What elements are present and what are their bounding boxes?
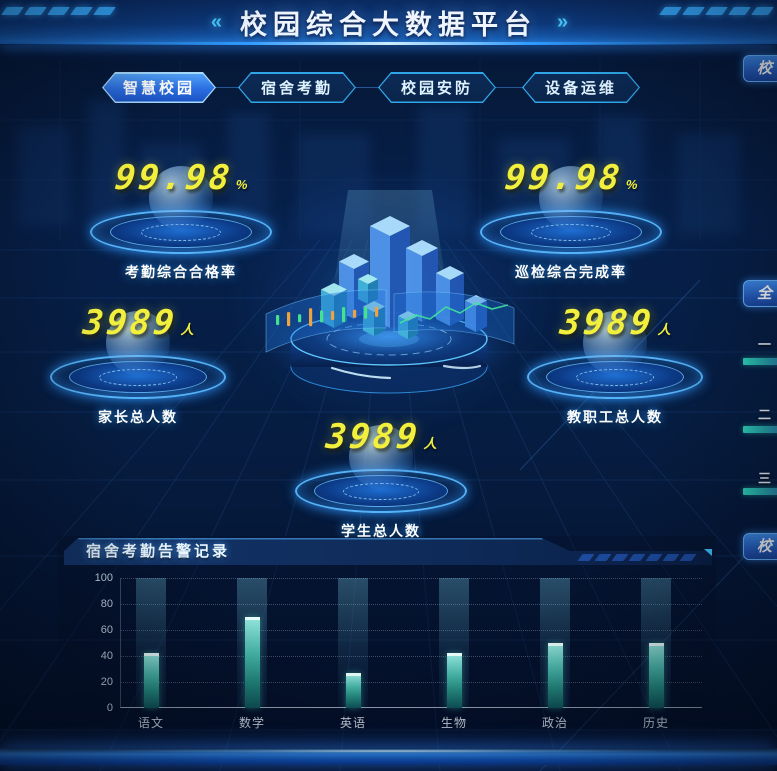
- stat-label: 巡检综合完成率: [515, 264, 627, 280]
- titlebar-slash-decor: [577, 554, 697, 561]
- stat-value: 3989: [323, 417, 422, 457]
- h-gridline: [121, 578, 702, 579]
- bar: [648, 643, 664, 708]
- tab-label: 宿舍考勤: [240, 74, 355, 102]
- x-axis-category-label: 历史: [642, 716, 669, 730]
- bar: [143, 653, 159, 708]
- titlebar-corner-triangle: [704, 549, 712, 556]
- h-gridline: [121, 682, 702, 683]
- right-panel-tab-top[interactable]: 校: [743, 55, 777, 82]
- h-gridline: [121, 656, 702, 657]
- x-axis-category-label: 数学: [238, 716, 265, 730]
- tab-label: 设备运维: [524, 74, 639, 102]
- stat-value: 99.98: [502, 158, 624, 198]
- x-axis-category-label: 语文: [137, 716, 164, 730]
- glow-platform: [286, 425, 476, 521]
- y-axis-tick-label: 0: [106, 702, 113, 714]
- page-title: 校园综合大数据平台: [240, 9, 537, 40]
- h-gridline: [121, 630, 702, 631]
- side-tab-label: 校: [757, 60, 775, 77]
- header-left-chevrons: «: [210, 10, 222, 33]
- glow-platform: [518, 311, 712, 407]
- tab-label: 智慧校园: [104, 74, 215, 102]
- y-axis-tick-label: 60: [100, 624, 113, 636]
- tab-campus-security[interactable]: 校园安防: [378, 72, 496, 103]
- x-axis-category-label: 生物: [440, 716, 467, 730]
- alarm-panel-title: 宿舍考勤告警记录: [86, 543, 231, 560]
- stat-unit: 人: [657, 322, 671, 337]
- bar: [345, 673, 361, 708]
- side-tab-label: 校: [757, 538, 775, 555]
- y-axis-tick-label: 100: [94, 572, 113, 584]
- stat-parents-total: 3989 人 家长总人数: [41, 303, 235, 427]
- tab-smart-campus[interactable]: 智慧校园: [102, 72, 216, 103]
- bar: [446, 653, 462, 708]
- stat-attendance-rate: 99.98% 考勤综合合格率: [80, 158, 282, 282]
- stat-unit: %: [625, 177, 638, 192]
- alarm-panel-titlebar: 宿舍考勤告警记录: [64, 538, 712, 565]
- stat-staff-total: 3989 人 教职工总人数: [518, 303, 712, 427]
- stat-label: 教职工总人数: [567, 409, 663, 425]
- stat-unit: 人: [180, 322, 194, 337]
- side-tab-label: 全: [757, 285, 775, 302]
- y-axis-tick-label: 80: [100, 598, 113, 610]
- right-panel-tab-middle[interactable]: 全: [743, 280, 777, 307]
- tab-equipment-ops[interactable]: 设备运维: [522, 72, 640, 103]
- stat-students-total: 3989 人 学生总人数: [286, 417, 476, 541]
- bar-chart-plot: 0 20 40 60 80 100 语文 数学 英语 生物 政治 历史: [95, 572, 702, 730]
- x-axis-category-label: 政治: [541, 716, 568, 730]
- rank-item-3: 三: [743, 468, 777, 508]
- rank-number: 三: [757, 471, 771, 486]
- tab-dorm-attendance[interactable]: 宿舍考勤: [238, 72, 356, 103]
- bar: [244, 617, 260, 708]
- rank-number: 二: [757, 407, 771, 422]
- glow-platform: [470, 166, 672, 262]
- header-left-slash-decor: [1, 7, 116, 15]
- stat-value: 3989: [80, 303, 179, 343]
- rank-number: 一: [757, 337, 771, 352]
- y-axis-tick-label: 20: [100, 676, 113, 688]
- y-axis-tick-label: 40: [100, 650, 113, 662]
- h-gridline: [121, 604, 702, 605]
- header-bar: « 校园综合大数据平台 »: [0, 0, 777, 45]
- stat-unit: 人: [423, 436, 437, 451]
- x-axis-category-label: 英语: [339, 716, 366, 730]
- rank-item-1: 一: [743, 334, 777, 374]
- header-right-chevrons: »: [557, 10, 568, 33]
- glow-platform: [80, 166, 282, 262]
- stat-value: 3989: [557, 303, 656, 343]
- glow-platform: [41, 311, 235, 407]
- bar: [547, 643, 563, 708]
- tab-label: 校园安防: [380, 74, 495, 102]
- stat-value: 99.98: [112, 158, 234, 198]
- footer-glow-bar: [0, 748, 777, 765]
- right-panel-tab-bottom[interactable]: 校: [743, 533, 777, 560]
- stat-label: 家长总人数: [98, 409, 178, 425]
- rank-item-2: 二: [743, 404, 777, 444]
- stat-unit: %: [235, 177, 248, 192]
- header-right-slash-decor: [659, 7, 774, 15]
- stat-label: 考勤综合合格率: [125, 264, 237, 280]
- stat-inspection-rate: 99.98% 巡检综合完成率: [470, 158, 672, 282]
